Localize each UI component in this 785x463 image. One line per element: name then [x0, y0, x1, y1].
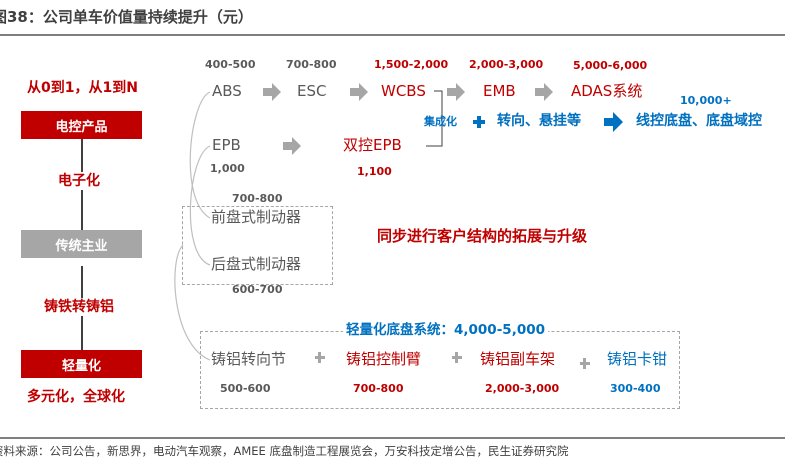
control-arm-value: 700-800: [353, 382, 404, 395]
emb-label: EMB: [483, 82, 516, 100]
knuckle-value: 500-600: [220, 382, 271, 395]
integration-label: 集成化: [424, 115, 457, 128]
adas-label: ADAS系统: [571, 82, 643, 100]
adas-value: 5,000-6,000: [573, 59, 648, 72]
gray-plus-icons: [315, 352, 590, 369]
figure-title: 图38：公司单车价值量持续提升（元）: [0, 8, 253, 26]
box-lightweight: 轻量化: [21, 350, 142, 378]
esc-label: ESC: [297, 82, 327, 100]
dual-epb-label: 双控EPB: [343, 136, 402, 154]
abs-value: 400-500: [205, 58, 256, 71]
blue-arrow-icon: [604, 112, 623, 132]
rear-brake-value: 600-700: [232, 283, 283, 296]
arrow-icon: [263, 83, 281, 101]
epb-label: EPB: [212, 136, 241, 154]
arrow-icon: [447, 83, 465, 101]
footer-divider: [0, 437, 785, 439]
rear-brake-label: 后盘式制动器: [211, 255, 302, 273]
integration-bracket: [426, 90, 443, 147]
esc-value: 700-800: [286, 58, 337, 71]
plus-icon: [452, 352, 462, 363]
source-note: 资料来源：公司公告，新思界，电动汽车观察，AMEE 底盘制造工程展览会，万安科技…: [0, 444, 569, 458]
step-electronization: 电子化: [58, 172, 100, 190]
wcbs-label: WCBS: [381, 82, 426, 100]
customer-note: 同步进行客户结构的拓展与升级: [377, 227, 588, 245]
caliper-label: 铸铝卡钳: [607, 350, 668, 368]
box-traditional-business: 传统主业: [21, 230, 142, 258]
arrow-icon: [283, 137, 301, 155]
brake-to-knuckle-curve: [174, 244, 211, 361]
box-electronic-products: 电控产品: [21, 111, 142, 139]
arrow-icon: [350, 83, 368, 101]
subframe-value: 2,000-3,000: [485, 382, 560, 395]
step-iron-to-aluminum: 铸铁转铸铝: [44, 298, 114, 316]
left-heading: 从0到1，从1到N: [27, 80, 138, 96]
epb-value: 1,000: [210, 162, 245, 175]
steering-suspension-label: 转向、悬挂等: [497, 113, 581, 129]
abs-label: ABS: [212, 82, 242, 100]
lightweight-chassis-box: [200, 331, 680, 409]
caliper-value: 300-400: [610, 382, 661, 395]
front-brake-label: 前盘式制动器: [211, 208, 302, 226]
epb-to-rear-brake-curve: [189, 145, 211, 266]
left-footer: 多元化，全球化: [27, 389, 125, 405]
title-divider: [0, 34, 785, 36]
abs-to-front-brake-curve: [189, 91, 211, 219]
brake-group-box: [182, 206, 333, 285]
drive-by-wire-value: 10,000+: [680, 94, 732, 107]
plus-icon: [315, 352, 325, 363]
subframe-label: 铸铝副车架: [480, 350, 556, 368]
control-arm-label: 铸铝控制臂: [346, 350, 422, 368]
gray-arrows: [263, 83, 553, 155]
drive-by-wire-label: 线控底盘、底盘域控: [636, 113, 762, 129]
lightweight-chassis-title: 轻量化底盘系统：4,000-5,000: [343, 323, 549, 338]
blue-plus-icon: [473, 116, 485, 128]
front-brake-value: 700-800: [232, 192, 283, 205]
knuckle-label: 铸铝转向节: [211, 350, 287, 368]
wcbs-value: 1,500-2,000: [374, 58, 449, 71]
dual-epb-value: 1,100: [357, 165, 392, 178]
plus-icon: [580, 358, 590, 369]
emb-value: 2,000-3,000: [469, 58, 544, 71]
arrow-icon: [535, 83, 553, 101]
